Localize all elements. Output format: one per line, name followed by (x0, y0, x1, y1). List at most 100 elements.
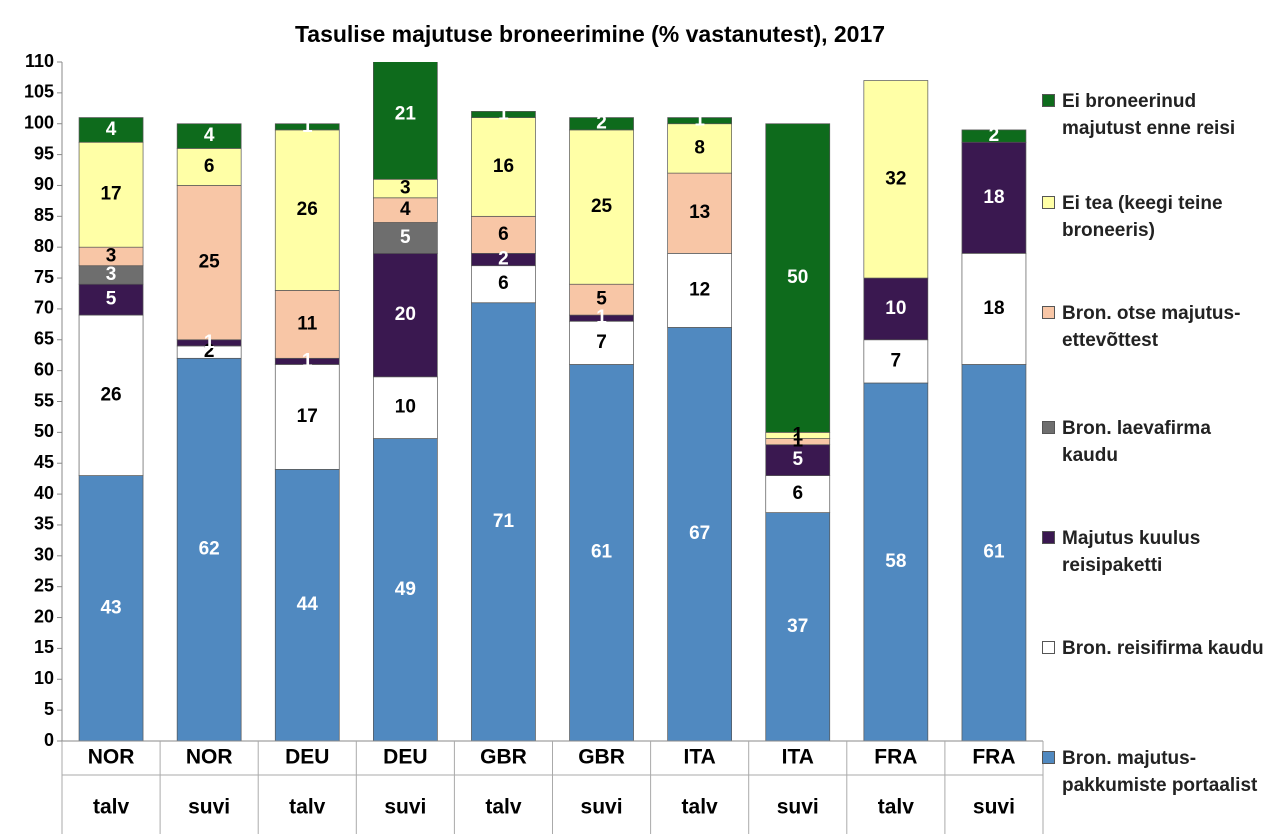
data-label: 4 (400, 199, 411, 220)
x-tick-label: ITA (684, 746, 716, 769)
bar-segment (78, 141, 144, 248)
x-tick-label: FRA (874, 746, 917, 769)
y-tick-label: 105 (24, 82, 54, 102)
x-tick-label: suvi (777, 796, 819, 819)
chart-title: Tasulise majutuse broneerimine (% vastan… (295, 21, 885, 47)
x-tick-label: suvi (973, 796, 1015, 819)
x-tick-label: DEU (285, 746, 329, 769)
bar-segment (176, 185, 242, 341)
bar-segment (863, 80, 929, 279)
y-tick-label: 85 (34, 205, 54, 225)
y-tick-label: 20 (34, 606, 54, 626)
data-label: 1 (792, 424, 803, 445)
bar-segment (471, 302, 536, 742)
bar-segment (274, 469, 340, 742)
legend-swatch (1042, 421, 1055, 434)
legend-swatch (1042, 531, 1055, 544)
data-label: 8 (694, 137, 705, 158)
data-label: 10 (885, 298, 906, 319)
y-tick-label: 10 (34, 668, 54, 688)
data-label: 18 (983, 187, 1004, 208)
y-tick-label: 45 (34, 452, 54, 472)
x-tick-label: suvi (581, 796, 623, 819)
legend-item: Bron. laevafirma kaudu (1042, 415, 1267, 469)
data-label: 6 (204, 156, 215, 177)
data-label: 26 (297, 199, 318, 220)
legend-item: Ei broneerinud majutust enne reisi (1042, 88, 1267, 142)
data-label: 62 (199, 539, 220, 560)
data-label: 32 (885, 168, 906, 189)
x-tick-label: NOR (88, 746, 135, 769)
legend-label: Bron. laevafirma kaudu (1062, 418, 1211, 466)
data-label: 3 (400, 178, 411, 199)
bar-segment (961, 141, 1027, 254)
data-label: 17 (297, 406, 318, 427)
y-tick-label: 65 (34, 329, 54, 349)
bar-segment (78, 117, 144, 143)
data-label: 67 (689, 523, 710, 544)
bar-segment (569, 129, 634, 285)
data-label: 1 (302, 116, 313, 137)
bar-segment (373, 222, 438, 254)
legend-swatch (1042, 751, 1055, 764)
y-tick-label: 35 (34, 514, 54, 534)
bar-segment (667, 253, 733, 328)
data-label: 1 (498, 103, 509, 124)
y-tick-label: 30 (34, 545, 54, 565)
bar-segment (471, 265, 536, 304)
y-tick-label: 5 (44, 699, 54, 719)
data-label: 12 (689, 279, 710, 300)
bar-segment (176, 148, 242, 186)
y-tick-label: 25 (34, 575, 54, 595)
data-label: 5 (596, 289, 607, 310)
data-label: 25 (199, 252, 221, 273)
x-tick-label: suvi (384, 796, 426, 819)
bar-segment (961, 253, 1027, 365)
y-tick-label: 55 (34, 390, 54, 410)
bar-segment (471, 215, 536, 254)
x-tick-label: talv (93, 796, 130, 819)
legend-item: Bron. otse majutus-ettevõttest (1042, 300, 1267, 354)
data-label: 43 (100, 597, 121, 618)
bar-segment (373, 438, 438, 742)
data-label: 1 (792, 431, 803, 452)
y-tick-label: 40 (34, 483, 54, 503)
bar-segment (667, 123, 733, 174)
data-label: 61 (983, 542, 1005, 563)
data-label: 20 (395, 304, 416, 325)
legend-item: Bron. majutus-pakkumiste portaalist (1042, 745, 1267, 799)
data-label: 4 (106, 119, 117, 140)
data-label: 2 (989, 125, 1000, 146)
data-label: 6 (498, 224, 509, 245)
y-tick-label: 50 (34, 421, 54, 441)
data-label: 2 (498, 249, 509, 270)
bar-segment (78, 475, 144, 742)
data-label: 3 (106, 264, 117, 285)
data-label: 10 (395, 397, 416, 418)
data-label: 18 (983, 298, 1004, 319)
bar-segment (373, 197, 438, 223)
y-tick-label: 70 (34, 298, 54, 318)
bar-segment (373, 253, 438, 378)
bar-segment (667, 327, 733, 742)
x-tick-label: ITA (782, 746, 814, 769)
bar-segment (274, 290, 340, 359)
data-label: 17 (100, 184, 121, 205)
bar-segment (569, 320, 634, 365)
bar-segment (863, 277, 929, 341)
bar-segment (78, 283, 144, 316)
legend-swatch (1042, 641, 1055, 654)
bar-segment (176, 123, 242, 149)
bar-segment (863, 339, 929, 384)
data-label: 11 (297, 313, 318, 334)
x-tick-label: suvi (188, 796, 230, 819)
data-label: 25 (591, 196, 613, 217)
bar-segment (765, 475, 831, 513)
x-tick-label: GBR (480, 746, 527, 769)
y-tick-label: 60 (34, 359, 54, 379)
bar-segment (961, 364, 1027, 742)
y-tick-label: 15 (34, 637, 54, 657)
data-label: 2 (204, 341, 215, 362)
legend-label: Ei broneerinud majutust enne reisi (1062, 91, 1236, 139)
